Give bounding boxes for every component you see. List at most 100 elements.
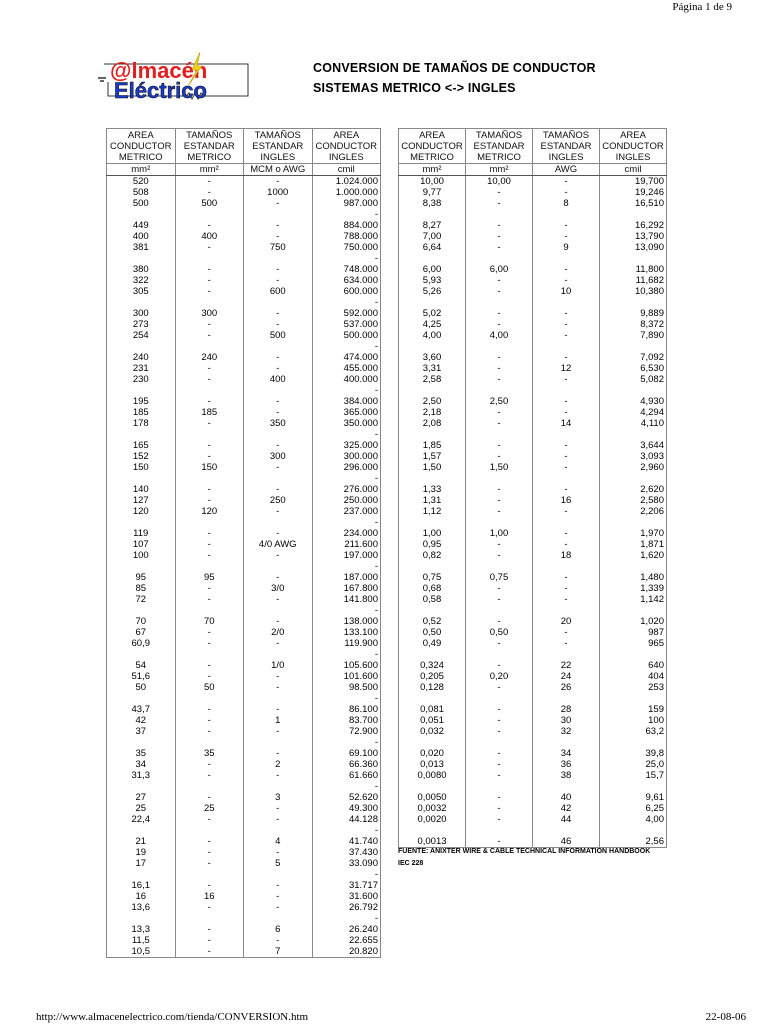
spacer-row: - xyxy=(106,341,381,352)
table-cell: - xyxy=(465,770,533,781)
table-cell: - xyxy=(311,825,381,836)
source-note: FUENTE: ANIXTER WIRE & CABLE TECHNICAL I… xyxy=(398,848,651,855)
table-cell: - xyxy=(532,484,600,495)
table-cell: - xyxy=(174,484,244,495)
table-cell: 22.655 xyxy=(311,935,381,946)
table-cell: - xyxy=(532,374,600,385)
table-row: 16,1- -31.717 xyxy=(106,880,381,891)
table-cell: - xyxy=(174,242,244,253)
spacer-row xyxy=(398,341,667,352)
table-cell xyxy=(599,209,667,220)
table-cell: 22 xyxy=(532,660,600,671)
table-cell xyxy=(532,561,600,572)
spacer-row: - xyxy=(106,561,381,572)
table-cell xyxy=(398,561,466,572)
table-cell: 120 xyxy=(174,506,244,517)
table-cell: 0,75 xyxy=(398,572,466,583)
table-cell: 10,00 xyxy=(398,175,466,187)
spacer-row xyxy=(398,825,667,836)
table-cell: 2,58 xyxy=(398,374,466,385)
table-row: 380- -748.000 xyxy=(106,264,381,275)
table-cell xyxy=(465,473,533,484)
table-cell: - xyxy=(243,803,313,814)
table-cell: 250.000 xyxy=(311,495,381,506)
table-cell: 185 xyxy=(174,407,244,418)
table-cell xyxy=(174,341,244,352)
table-cell: 0,50 xyxy=(398,627,466,638)
table-cell: 273 xyxy=(106,319,176,330)
column-header: INGLES xyxy=(243,152,313,164)
table-row: 42-1 83.700 xyxy=(106,715,381,726)
table-cell: 39,8 xyxy=(599,748,667,759)
table-cell: - xyxy=(243,308,313,319)
table-cell xyxy=(106,737,176,748)
table-cell: - xyxy=(532,583,600,594)
table-cell: 296.000 xyxy=(311,462,381,473)
table-cell: 325.000 xyxy=(311,440,381,451)
table-cell: 300 xyxy=(106,308,176,319)
table-row: 1,31-16 2,580 xyxy=(398,495,667,506)
table-cell: 15,7 xyxy=(599,770,667,781)
table-cell: 250 xyxy=(243,495,313,506)
table-cell xyxy=(398,341,466,352)
table-cell xyxy=(465,781,533,792)
spacer-row: - xyxy=(106,869,381,880)
table-cell: 8,27 xyxy=(398,220,466,231)
table-cell: - xyxy=(532,627,600,638)
table-cell: 107 xyxy=(106,539,176,550)
table-row: 1,33- -2,620 xyxy=(398,484,667,495)
table-cell xyxy=(174,825,244,836)
table-cell: - xyxy=(465,638,533,649)
table-cell: 305 xyxy=(106,286,176,297)
table-cell: - xyxy=(465,539,533,550)
table-cell xyxy=(243,253,313,264)
unit-header: cmil xyxy=(599,163,667,176)
table-row: 1,12- -2,206 xyxy=(398,506,667,517)
table-cell: 7,00 xyxy=(398,231,466,242)
table-row: 0,0032-42 6,25 xyxy=(398,803,667,814)
table-cell: - xyxy=(174,451,244,462)
table-cell: - xyxy=(243,638,313,649)
table-cell xyxy=(174,693,244,704)
table-cell: 6,25 xyxy=(599,803,667,814)
table-cell: 788.000 xyxy=(311,231,381,242)
table-cell: 50 xyxy=(106,682,176,693)
table-cell: - xyxy=(465,198,533,209)
table-cell xyxy=(398,825,466,836)
table-cell: 95 xyxy=(106,572,176,583)
table-cell: 11,5 xyxy=(106,935,176,946)
table-cell: - xyxy=(311,781,381,792)
table-cell: 46 xyxy=(532,836,600,848)
spacer-row xyxy=(398,429,667,440)
unit-header: mm² xyxy=(465,163,533,176)
table-cell xyxy=(599,473,667,484)
table-row: 150 150-296.000 xyxy=(106,462,381,473)
table-row: 16 16-31.600 xyxy=(106,891,381,902)
table-cell xyxy=(532,209,600,220)
table-row: 0,0080-38 15,7 xyxy=(398,770,667,781)
table-cell xyxy=(599,561,667,572)
table-cell: - xyxy=(243,506,313,517)
table-cell: 234.000 xyxy=(311,528,381,539)
table-cell: 508 xyxy=(106,187,176,198)
table-cell: - xyxy=(243,748,313,759)
table-cell: 0,051 xyxy=(398,715,466,726)
table-cell xyxy=(106,605,176,616)
table-cell: 2,08 xyxy=(398,418,466,429)
table-cell: - xyxy=(465,616,533,627)
table-row: 0,051-30 100 xyxy=(398,715,667,726)
table-cell: 404 xyxy=(599,671,667,682)
spacer-row: - xyxy=(106,429,381,440)
table-cell: 13,790 xyxy=(599,231,667,242)
table-cell: - xyxy=(174,275,244,286)
table-cell: - xyxy=(465,407,533,418)
table-row: 0,324-22 640 xyxy=(398,660,667,671)
column-header: CONDUCTOR xyxy=(311,141,381,152)
table-row: 31,3- -61.660 xyxy=(106,770,381,781)
table-cell: 100 xyxy=(106,550,176,561)
table-row: 254-500 500.000 xyxy=(106,330,381,341)
table-row: 300 300-592.000 xyxy=(106,308,381,319)
table-cell: 0,0032 xyxy=(398,803,466,814)
table-cell: 51,6 xyxy=(106,671,176,682)
table-cell: 381 xyxy=(106,242,176,253)
